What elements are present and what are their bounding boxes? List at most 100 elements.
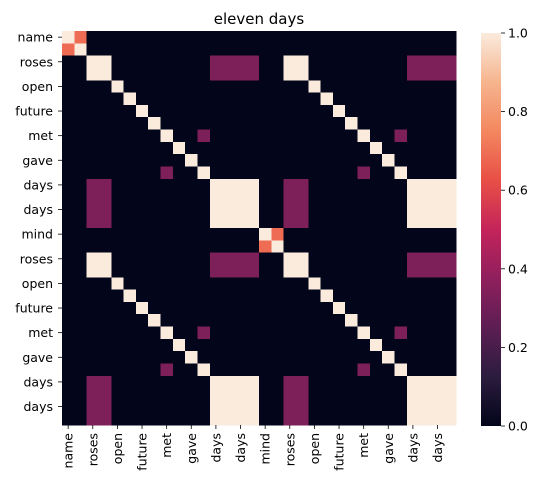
heatmap-cell: [308, 326, 321, 340]
heatmap-cell: [443, 314, 457, 327]
x-tick-label: days: [208, 433, 223, 463]
heatmap-cell: [283, 338, 297, 352]
heatmap-cell: [197, 55, 211, 69]
heatmap-cell: [246, 141, 260, 155]
heatmap-cell: [111, 351, 124, 364]
heatmap-cell: [246, 338, 260, 352]
heatmap-cell: [86, 400, 100, 414]
heatmap-cell: [62, 80, 75, 93]
heatmap-cell: [357, 289, 371, 303]
heatmap-cell: [443, 338, 457, 352]
heatmap-cell: [185, 375, 198, 389]
heatmap-cell: [209, 388, 223, 401]
heatmap-cell: [443, 277, 457, 290]
heatmap-cell: [222, 388, 235, 401]
heatmap-cell: [419, 388, 432, 401]
heatmap-cell: [246, 215, 260, 229]
heatmap-cell: [246, 80, 260, 93]
heatmap-cell: [135, 129, 149, 143]
heatmap-cell: [332, 314, 346, 327]
heatmap-cell: [419, 166, 432, 180]
heatmap-cell: [369, 363, 383, 377]
heatmap-cell: [197, 240, 211, 253]
heatmap-cell: [234, 228, 248, 241]
heatmap-cell: [160, 363, 174, 377]
heatmap-cell: [295, 289, 309, 303]
heatmap-cell: [98, 314, 112, 327]
heatmap-cell: [74, 240, 87, 253]
heatmap-cell: [271, 203, 284, 217]
heatmap-cell: [123, 191, 137, 204]
heatmap-cell: [197, 31, 211, 44]
heatmap-cell: [185, 388, 198, 401]
heatmap-cell: [271, 388, 284, 401]
heatmap-cell: [345, 166, 358, 180]
heatmap-cell: [172, 166, 186, 180]
y-tick-label: open: [22, 276, 53, 291]
y-tick-label: mind: [21, 227, 53, 242]
heatmap-cell: [308, 55, 321, 69]
heatmap-cell: [308, 400, 321, 414]
heatmap-cell: [382, 67, 395, 81]
heatmap-cell: [345, 154, 358, 167]
heatmap-cell: [148, 166, 161, 180]
heatmap-cell: [86, 166, 100, 180]
heatmap-cell: [394, 400, 408, 414]
heatmap-cell: [86, 154, 100, 167]
heatmap-cell: [111, 228, 124, 241]
heatmap-cell: [185, 117, 198, 130]
heatmap-cell: [431, 363, 445, 377]
heatmap-cell: [74, 191, 87, 204]
heatmap-cell: [295, 264, 309, 278]
heatmap-cell: [406, 289, 420, 303]
heatmap-cell: [62, 326, 75, 340]
heatmap-cell: [443, 326, 457, 340]
heatmap-cell: [74, 67, 87, 81]
heatmap-cell: [123, 154, 137, 167]
heatmap-cell: [98, 104, 112, 118]
heatmap-cell: [394, 363, 408, 377]
heatmap-cell: [62, 117, 75, 130]
heatmap-cell: [308, 412, 321, 426]
heatmap-cell: [382, 215, 395, 229]
heatmap-cell: [369, 338, 383, 352]
heatmap-cell: [197, 117, 211, 130]
heatmap-cell: [259, 314, 272, 327]
heatmap-cell: [443, 252, 457, 266]
heatmap-cell: [308, 203, 321, 217]
heatmap-cell: [357, 31, 371, 44]
heatmap-cell: [74, 326, 87, 340]
heatmap-cell: [197, 154, 211, 167]
heatmap-cell: [62, 141, 75, 155]
heatmap-cell: [135, 154, 149, 167]
heatmap-cell: [382, 178, 395, 192]
heatmap-cell: [98, 375, 112, 389]
heatmap-cell: [160, 67, 174, 81]
heatmap-cell: [62, 412, 75, 426]
heatmap-cell: [111, 412, 124, 426]
x-tick-label: name: [61, 433, 76, 469]
heatmap-cell: [197, 203, 211, 217]
heatmap-cell: [369, 326, 383, 340]
heatmap-cell: [234, 141, 248, 155]
heatmap-cell: [406, 104, 420, 118]
heatmap-cell: [406, 191, 420, 204]
heatmap-cell: [419, 117, 432, 130]
heatmap-cell: [369, 289, 383, 303]
heatmap-cell: [246, 264, 260, 278]
heatmap-cell: [345, 92, 358, 106]
heatmap-cell: [406, 326, 420, 340]
heatmap-cell: [98, 191, 112, 204]
chart-title: eleven days: [214, 10, 305, 28]
heatmap-cell: [74, 55, 87, 69]
heatmap-cell: [111, 104, 124, 118]
heatmap-cell: [431, 141, 445, 155]
heatmap-cell: [185, 43, 198, 56]
heatmap-cell: [185, 31, 198, 44]
heatmap-cell: [332, 388, 346, 401]
heatmap-cell: [320, 141, 334, 155]
heatmap-cell: [394, 338, 408, 352]
heatmap-cell: [74, 215, 87, 229]
heatmap-cell: [419, 228, 432, 241]
heatmap-cell: [283, 264, 297, 278]
